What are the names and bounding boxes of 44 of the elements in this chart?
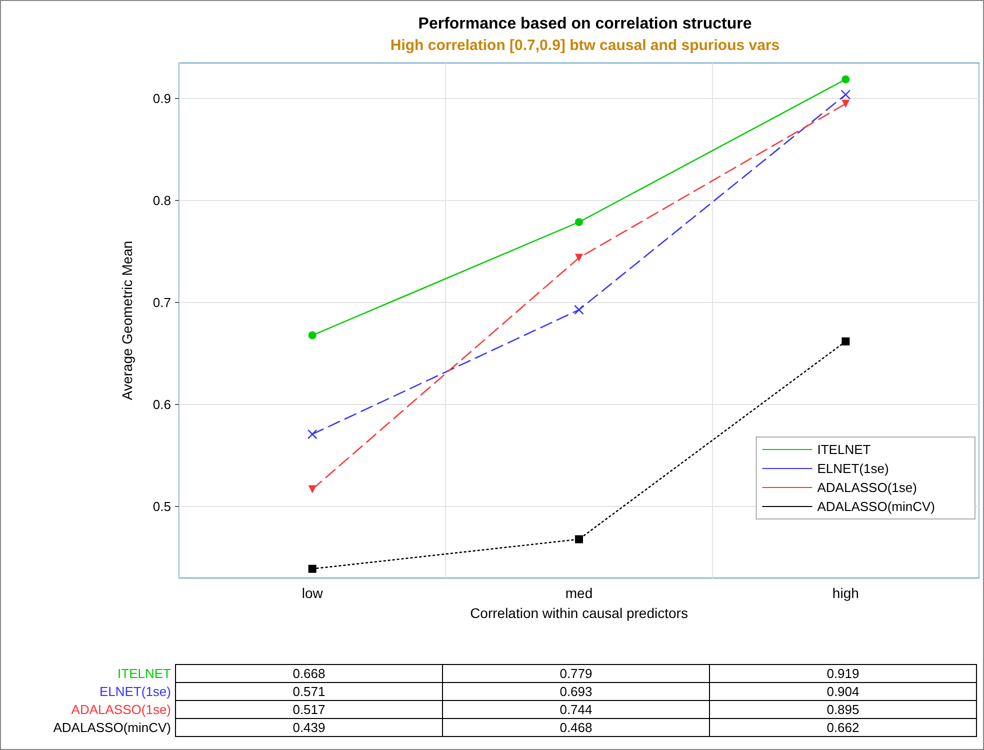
x-tick-label: med — [565, 585, 593, 601]
data-label: 0.693 — [442, 682, 710, 700]
data-label: 0.662 — [710, 718, 976, 736]
data-label: 0.439 — [176, 718, 442, 736]
text: ITELNET — [118, 666, 171, 681]
point — [842, 75, 850, 84]
text: ADALASSO(1se) — [71, 702, 171, 717]
point — [575, 535, 583, 544]
legend-label: ADALASSO(1se) — [817, 480, 917, 495]
data-label: 0.468 — [442, 718, 710, 736]
point — [842, 100, 850, 108]
data-label: 0.744 — [442, 700, 710, 718]
legend-label: ADALASSO(minCV) — [817, 499, 935, 514]
text: ADALASSO(minCV) — [53, 720, 171, 735]
x-tick-label: low — [302, 585, 324, 601]
data-label: 0.895 — [710, 700, 976, 718]
y-tick-label: 0.5 — [152, 499, 171, 514]
point — [308, 564, 316, 573]
legend-label: ELNET(1se) — [817, 461, 889, 476]
y-tick-label: 0.7 — [152, 295, 171, 310]
point — [841, 90, 850, 100]
data-label: 0.517 — [176, 700, 442, 718]
text: ELNET(1se) — [99, 684, 171, 699]
data-label: 0.668 — [176, 664, 442, 682]
point — [575, 218, 583, 226]
point — [308, 430, 317, 439]
data-label: 0.919 — [710, 664, 976, 682]
point — [575, 254, 583, 262]
data-label: 0.779 — [442, 664, 710, 682]
chart-subtitle: High correlation [0.7,0.9] btw causal and spurious vars — [390, 37, 780, 54]
x-tick-label: high — [832, 585, 859, 601]
x-axis-title: Correlation within causal predictors — [470, 605, 688, 621]
legend-label: ITELNET — [817, 442, 871, 457]
y-tick-label: 0.8 — [152, 193, 171, 208]
chart-title: Performance based on correlation structure — [418, 16, 752, 32]
y-tick-label: 0.6 — [152, 397, 171, 412]
point — [574, 305, 584, 314]
data-label: 0.904 — [710, 682, 976, 700]
point — [308, 331, 316, 340]
y-tick-label: 0.9 — [152, 91, 171, 106]
point — [308, 485, 316, 494]
y-axis-title: Average Geometric Mean — [119, 240, 135, 400]
point — [842, 337, 850, 346]
data-label: 0.571 — [176, 682, 442, 700]
